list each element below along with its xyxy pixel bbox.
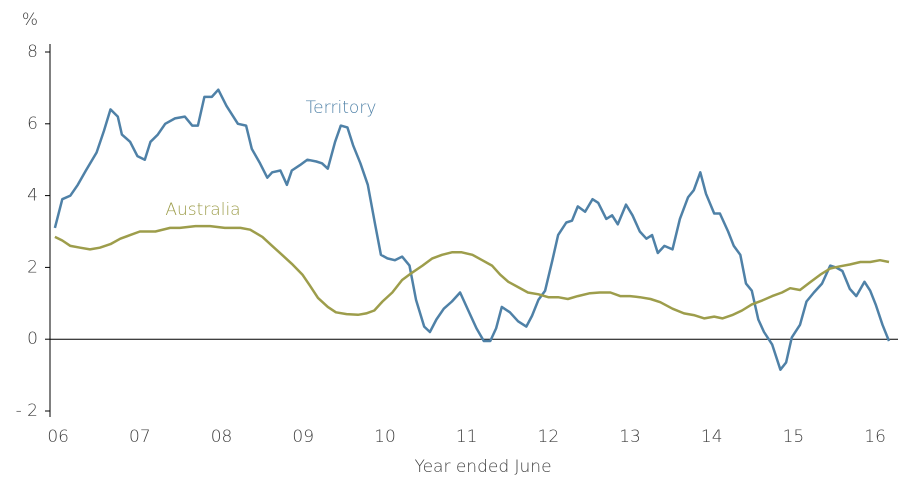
y-tick-label: 6 <box>27 114 38 134</box>
series-label: Territory <box>306 98 377 118</box>
x-tick-label: 15 <box>783 427 805 447</box>
y-unit: % <box>22 10 38 30</box>
x-tick-label: 13 <box>619 427 641 447</box>
y-tick-label: - 2 <box>16 401 38 421</box>
y-tick-label: 0 <box>27 329 38 349</box>
x-tick-label: 08 <box>211 427 233 447</box>
y-tick-label: 2 <box>27 257 38 277</box>
y-tick-label: 4 <box>27 186 38 206</box>
y-tick-label: 8 <box>27 42 38 62</box>
x-axis-label: Year ended June <box>414 457 551 477</box>
x-tick-label: 06 <box>47 427 69 447</box>
series-label: Australia <box>165 200 240 220</box>
x-tick-label: 07 <box>129 427 151 447</box>
x-tick-label: 10 <box>374 427 396 447</box>
series-line <box>54 224 890 320</box>
x-tick-label: 09 <box>292 427 314 447</box>
series-line <box>53 88 891 371</box>
x-tick-label: 11 <box>456 427 478 447</box>
x-tick-label: 16 <box>864 427 886 447</box>
x-tick-label: 12 <box>538 427 560 447</box>
x-tick-label: 14 <box>701 427 723 447</box>
